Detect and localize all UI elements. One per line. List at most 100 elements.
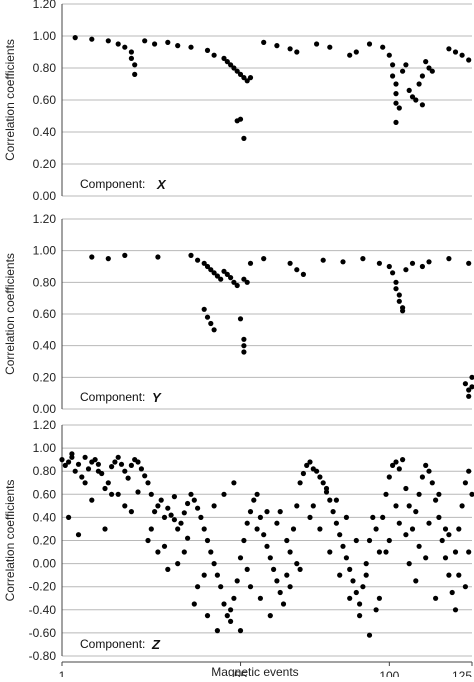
data-point	[145, 537, 151, 544]
data-point	[409, 260, 416, 266]
data-point	[204, 47, 211, 54]
y-tick-label: -0.80	[29, 649, 57, 663]
data-point	[383, 491, 389, 497]
data-point	[228, 62, 234, 68]
data-point	[115, 41, 121, 47]
data-point	[396, 292, 402, 298]
y-tick-label: 0.00	[33, 189, 57, 203]
data-point	[403, 485, 409, 492]
data-point	[426, 65, 432, 71]
data-point	[115, 454, 121, 460]
component-annotation: Component:	[80, 637, 145, 651]
panel-2: 0.00 0.20 0.40 0.60 0.80 1.00 1.20 Correlation …	[3, 212, 474, 416]
data-point	[254, 526, 260, 532]
data-point	[357, 601, 363, 607]
data-point	[142, 473, 148, 479]
data-point	[165, 505, 171, 511]
data-point	[396, 466, 402, 472]
data-point	[446, 572, 452, 578]
data-point	[195, 584, 201, 590]
data-point	[274, 578, 280, 584]
data-point	[456, 572, 462, 578]
data-point	[456, 526, 462, 532]
data-point	[247, 75, 254, 81]
data-point	[102, 485, 108, 492]
component-variable: X	[156, 177, 167, 192]
data-point	[181, 549, 187, 555]
data-point	[409, 94, 416, 100]
data-point	[466, 387, 472, 393]
data-point	[128, 55, 134, 62]
data-point	[228, 607, 234, 613]
x-axis-label: Magnetic events	[211, 665, 298, 677]
data-point	[115, 491, 121, 497]
data-point	[393, 279, 399, 285]
data-point	[155, 254, 161, 260]
data-point	[244, 78, 250, 84]
data-point	[360, 256, 366, 262]
data-point	[247, 260, 254, 266]
data-point	[75, 461, 82, 467]
data-point	[234, 578, 240, 584]
data-point	[300, 271, 306, 277]
data-point	[363, 572, 369, 578]
data-point	[330, 509, 336, 515]
y-tick-label: 1.20	[33, 212, 57, 226]
data-point	[122, 468, 128, 474]
data-point	[201, 306, 207, 312]
data-point	[261, 256, 267, 262]
data-point	[396, 520, 402, 526]
data-point	[400, 308, 406, 314]
data-point	[208, 549, 214, 555]
data-point	[466, 260, 472, 266]
data-point	[287, 584, 293, 590]
data-point	[85, 466, 92, 472]
data-point	[343, 555, 349, 561]
data-point	[376, 260, 382, 266]
data-point	[406, 561, 412, 567]
data-point	[462, 480, 468, 486]
data-point	[264, 509, 270, 515]
data-point	[195, 257, 201, 263]
data-point	[320, 480, 326, 486]
data-point	[333, 497, 339, 503]
data-point	[82, 454, 88, 460]
data-point	[128, 49, 134, 55]
data-point	[102, 526, 108, 532]
data-point	[386, 537, 392, 544]
data-point	[175, 526, 181, 532]
data-point	[396, 105, 402, 111]
data-point	[327, 497, 333, 503]
component-annotation: Component:	[80, 177, 145, 191]
data-point	[274, 520, 280, 526]
data-point	[112, 459, 118, 465]
data-point	[416, 543, 422, 549]
data-point	[152, 509, 158, 515]
data-point	[165, 39, 171, 46]
data-point	[122, 44, 128, 50]
data-point	[148, 491, 154, 497]
data-point	[72, 35, 78, 41]
data-point	[366, 632, 373, 638]
data-point	[297, 566, 303, 573]
data-point	[175, 561, 181, 567]
data-point	[452, 607, 459, 613]
data-point	[237, 555, 244, 561]
data-point	[191, 497, 197, 503]
data-point	[128, 462, 134, 468]
y-tick-label: 0.60	[33, 93, 57, 107]
data-point	[376, 549, 382, 555]
data-point	[469, 491, 474, 497]
data-point	[426, 259, 432, 265]
data-point	[287, 549, 293, 555]
data-point	[105, 256, 111, 262]
data-point	[95, 468, 101, 474]
data-point	[390, 462, 396, 468]
data-point	[231, 279, 237, 285]
data-point	[439, 537, 445, 544]
data-point	[165, 566, 171, 573]
data-point	[148, 526, 154, 532]
y-tick-label: 0.80	[33, 464, 57, 478]
data-point	[413, 97, 419, 103]
data-point	[228, 275, 234, 281]
